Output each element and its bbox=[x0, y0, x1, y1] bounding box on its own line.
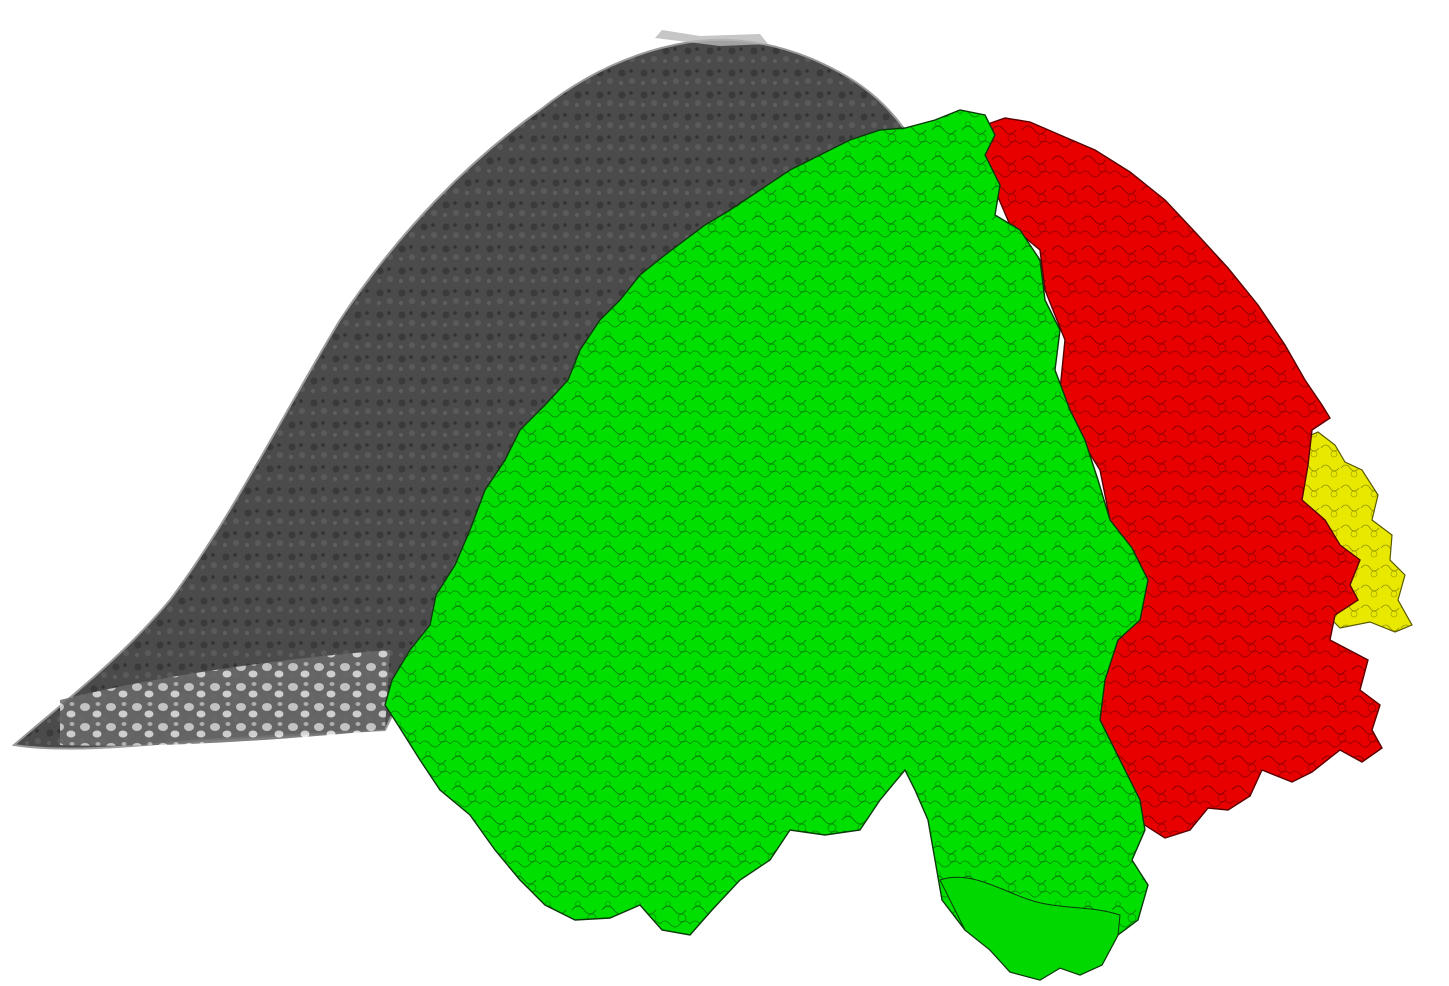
gray-volume-top-fringe bbox=[655, 30, 768, 46]
red-segment-surface bbox=[979, 117, 1383, 839]
red-segment bbox=[979, 117, 1383, 839]
gray-volume-bubbly-base bbox=[60, 650, 390, 746]
green-lobe-lower-right bbox=[939, 876, 1121, 981]
green-segment bbox=[384, 109, 1149, 981]
green-segment-surface bbox=[384, 109, 1149, 981]
